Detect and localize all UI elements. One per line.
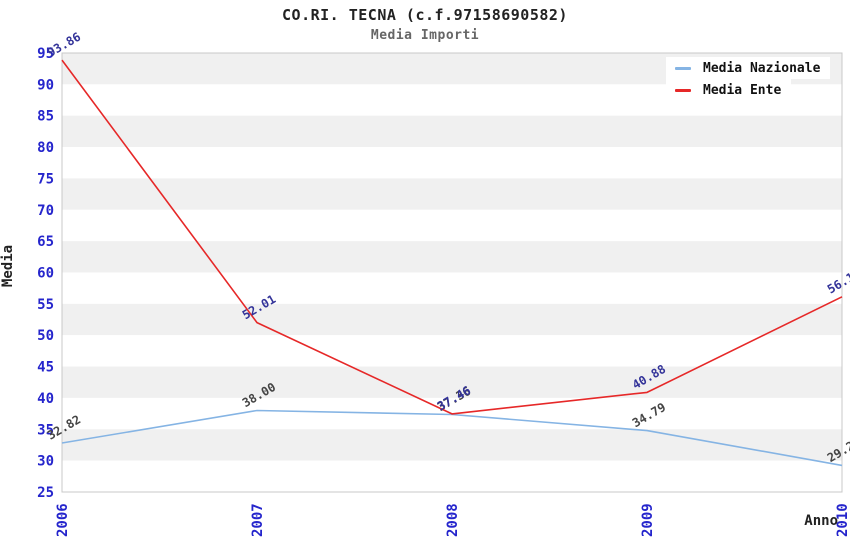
y-tick-label: 60 [37, 266, 54, 282]
x-tick-label: 2006 [55, 503, 71, 537]
series-line [61, 59, 843, 415]
plot-bands [62, 53, 842, 492]
y-tick-label: 25 [37, 485, 54, 501]
y-tick-label: 65 [37, 234, 54, 250]
y-tick-label: 40 [37, 391, 54, 407]
plot-border [61, 52, 843, 493]
y-tick-label: 35 [37, 422, 54, 438]
y-axis-ticks: 25 30 35 40 45 50 55 60 65 70 75 80 85 90 95 [37, 46, 54, 501]
y-tick-label: 70 [37, 203, 54, 219]
y-tick-label: 90 [37, 77, 54, 93]
x-tick-label: 2010 [835, 503, 850, 537]
y-tick-label: 50 [37, 328, 54, 344]
legend-swatch [675, 66, 691, 70]
y-tick-label: 85 [37, 109, 54, 125]
y-tick-label: 45 [37, 360, 54, 376]
x-tick-label: 2007 [250, 503, 266, 537]
x-axis-title: Anno [804, 513, 838, 529]
legend-item-media-ente: Media Ente [666, 79, 792, 101]
legend: Media Nazionale Media Ente [666, 57, 831, 101]
legend-item-media-nazionale: Media Nazionale [666, 57, 831, 79]
y-tick-label: 30 [37, 454, 54, 470]
legend-label: Media Nazionale [703, 60, 821, 76]
y-tick-label: 95 [37, 46, 54, 62]
x-axis-ticks: 2006 2007 2008 2009 2010 [55, 503, 850, 537]
chart-title: CO.RI. TECNA (c.f.97158690582) [282, 6, 568, 24]
legend-swatch [675, 88, 691, 92]
x-tick-label: 2009 [640, 503, 656, 537]
chart-subtitle: Media Importi [370, 28, 480, 43]
x-tick-label: 2008 [445, 503, 461, 537]
y-tick-label: 80 [37, 140, 54, 156]
y-tick-label: 75 [37, 171, 54, 187]
legend-label: Media Ente [703, 82, 782, 98]
y-tick-label: 55 [37, 297, 54, 313]
y-axis-title: Media [0, 244, 16, 288]
